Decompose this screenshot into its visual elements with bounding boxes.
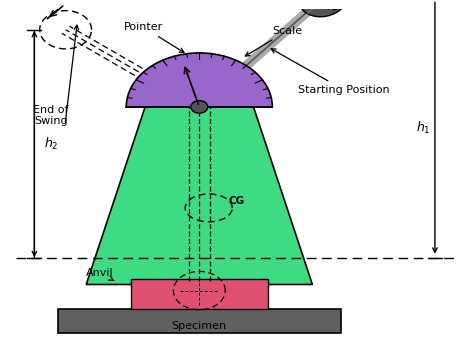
Ellipse shape <box>299 0 348 17</box>
Text: End of
Swing: End of Swing <box>33 105 69 126</box>
Text: CG: CG <box>0 358 1 359</box>
Circle shape <box>191 101 208 113</box>
Text: Pointer: Pointer <box>124 22 184 52</box>
Text: Specimen: Specimen <box>172 321 227 331</box>
Text: CG: CG <box>229 196 245 206</box>
Text: Hammer: Hammer <box>0 358 1 359</box>
Text: Starting Position: Starting Position <box>271 49 390 95</box>
Text: $h_1$: $h_1$ <box>416 120 430 136</box>
Text: Scale: Scale <box>245 26 302 56</box>
Bar <box>131 279 268 309</box>
Text: Anvil: Anvil <box>86 268 114 281</box>
Text: $h_2$: $h_2$ <box>44 136 58 152</box>
Bar <box>58 309 341 333</box>
Wedge shape <box>126 53 273 107</box>
Polygon shape <box>86 107 312 284</box>
